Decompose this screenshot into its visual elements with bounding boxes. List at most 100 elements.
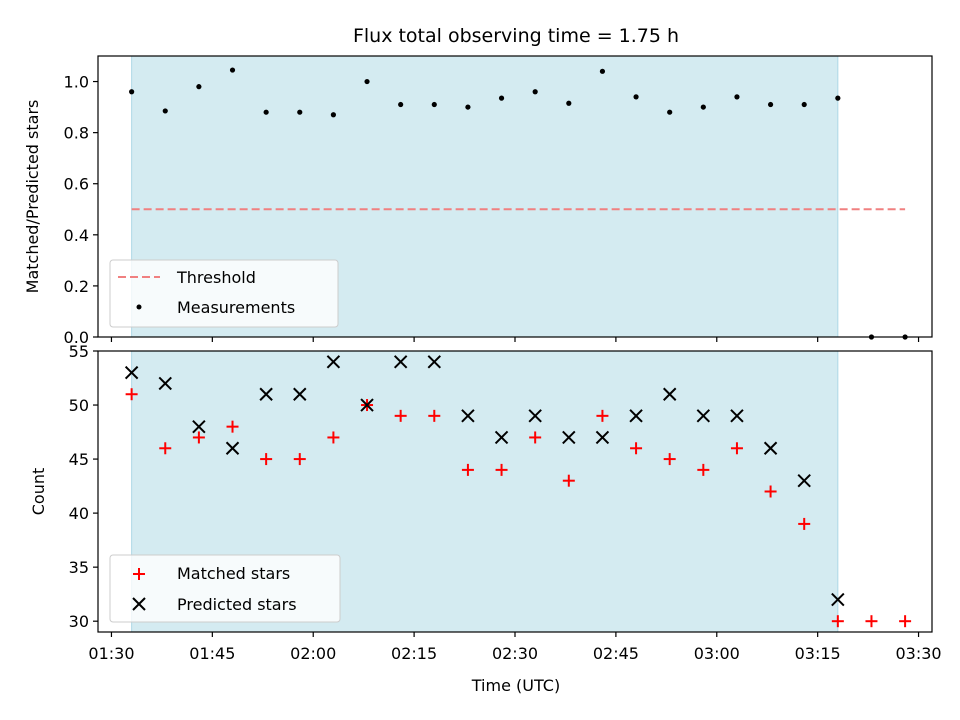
predicted-star-point <box>696 409 711 423</box>
bottom-x-ticks: 01:30 01:45 02:00 02:15 02:30 02:45 03:00 03:15… <box>88 632 942 663</box>
matched-star-point <box>730 442 743 455</box>
predicted-x-b <box>393 355 408 369</box>
matched-star-point <box>260 453 273 466</box>
top-y-ticks: 0.0 0.2 0.4 0.6 0.8 1.0 <box>64 73 98 347</box>
matched-star-point <box>596 409 609 422</box>
measurement-point <box>633 94 639 100</box>
predicted-star-point <box>494 430 509 445</box>
matched-star-point <box>831 615 844 628</box>
measurement-point <box>566 100 572 106</box>
predicted-star-point <box>124 365 139 380</box>
x-tick-label: 02:15 <box>391 644 437 663</box>
matched-star-point <box>865 615 878 628</box>
predicted-star-point <box>158 376 172 391</box>
chart-title: Flux total observing time = 1.75 h <box>353 25 679 47</box>
predicted-x-b <box>730 409 744 423</box>
predicted-star-point <box>730 409 744 423</box>
matched-star-point <box>192 431 205 444</box>
measurement-points <box>129 67 908 340</box>
predicted-x-b <box>831 592 845 607</box>
predicted-star-point <box>662 387 677 401</box>
y-tick-label: 40 <box>69 504 89 523</box>
predicted-x-b <box>326 355 341 369</box>
predicted-star-point <box>763 441 778 455</box>
y-tick-label: 55 <box>69 342 89 361</box>
matched-star-point <box>159 442 172 455</box>
y-tick-label: 0.8 <box>64 124 89 143</box>
matched-star-point <box>461 463 474 476</box>
x-tick-label: 03:15 <box>795 644 841 663</box>
matched-star-point <box>495 463 508 476</box>
y-tick-label: 1.0 <box>64 73 89 92</box>
legend-matched-swatch <box>133 568 145 580</box>
predicted-star-point <box>326 355 341 369</box>
predicted-star-point <box>562 430 576 445</box>
predicted-x-b <box>763 441 778 455</box>
matched-star-point <box>394 409 407 422</box>
top-panel: 0.0 0.2 0.4 0.6 0.8 1.0 Matched/Predicted sta… <box>23 55 933 347</box>
x-tick-label: 01:45 <box>189 644 235 663</box>
matched-star-point <box>630 442 643 455</box>
y-tick-label: 30 <box>69 612 89 631</box>
predicted-star-point <box>393 355 408 369</box>
y-tick-label: 0.6 <box>64 175 89 194</box>
measurement-point <box>700 104 706 110</box>
predicted-star-point <box>831 592 845 607</box>
predicted-x-b <box>293 387 307 401</box>
predicted-x-b <box>595 430 610 445</box>
predicted-x-b <box>360 398 374 412</box>
predicted-x-b <box>528 409 542 423</box>
measurement-point <box>364 78 370 85</box>
predicted-x-b <box>192 419 206 434</box>
measurement-point <box>297 109 303 115</box>
legend-predicted-swatch <box>132 597 146 611</box>
predicted-x-b <box>124 365 139 380</box>
predicted-star-point <box>259 387 273 401</box>
measurement-point <box>129 89 135 95</box>
predicted-x-b <box>259 387 273 401</box>
legend-predicted-label: Predicted stars <box>177 595 297 614</box>
x-tick-label: 02:45 <box>593 644 639 663</box>
matched-star-point <box>764 485 777 498</box>
matched-star-point <box>663 453 676 466</box>
measurement-point <box>767 101 774 108</box>
predicted-star-point <box>461 409 475 423</box>
predicted-star-point <box>225 441 240 455</box>
measurement-point <box>398 101 404 108</box>
predicted-x-b <box>696 409 711 423</box>
y-tick-label: 0.0 <box>64 328 89 347</box>
y-tick-label: 35 <box>69 558 89 577</box>
y-tick-label: 45 <box>69 450 89 469</box>
predicted-x-b <box>629 409 643 423</box>
measurement-point <box>835 95 841 101</box>
predicted-star-point <box>797 473 811 488</box>
matched-star-point <box>697 463 710 476</box>
x-tick-label: 01:30 <box>88 644 134 663</box>
y-tick-label: 0.4 <box>64 226 89 245</box>
predicted-star-point <box>360 398 374 412</box>
legend-threshold-label: Threshold <box>176 268 256 287</box>
matched-star-point <box>562 474 575 487</box>
matched-star-point <box>293 453 306 466</box>
measurement-point <box>498 95 505 101</box>
predicted-star-point <box>629 409 643 423</box>
y-tick-label: 50 <box>69 396 89 415</box>
measurement-point <box>162 108 168 114</box>
legend-matched-label: Matched stars <box>177 564 290 583</box>
x-axis-label: Time (UTC) <box>471 676 560 695</box>
bottom-y-axis-label: Count <box>29 468 48 516</box>
x-tick-label: 02:00 <box>290 644 336 663</box>
top-y-axis-label: Matched/Predicted stars <box>23 100 42 294</box>
measurement-point <box>229 67 236 73</box>
predicted-x-b <box>797 473 811 488</box>
predicted-x-b <box>225 441 240 455</box>
bottom-y-ticks: 30 35 40 45 50 55 <box>69 342 98 631</box>
top-legend: Threshold Measurements <box>109 259 339 328</box>
predicted-x-b <box>461 409 475 423</box>
matched-star-point <box>899 615 912 628</box>
measurement-point <box>196 84 202 90</box>
top-x-ticks <box>110 337 920 342</box>
measurement-point <box>801 101 807 108</box>
x-tick-label: 03:00 <box>694 644 740 663</box>
